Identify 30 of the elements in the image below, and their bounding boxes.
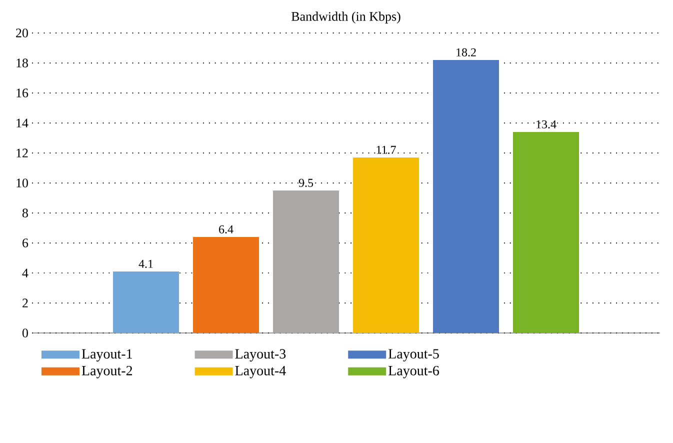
data-label: 11.7 xyxy=(376,146,396,154)
data-label: 18.2 xyxy=(456,48,476,56)
bar xyxy=(193,236,260,333)
y-tick-label: 12 xyxy=(16,148,28,158)
y-tick-label: 0 xyxy=(22,328,28,338)
data-label: 6.4 xyxy=(219,225,234,234)
data-label: 9.5 xyxy=(298,178,314,187)
legend-label: Layout-3 xyxy=(235,349,286,362)
data-label: 4.1 xyxy=(138,260,153,268)
bar xyxy=(513,132,580,333)
bar xyxy=(113,271,180,333)
y-tick-label: 20 xyxy=(16,28,28,38)
y-tick-label: 6 xyxy=(22,238,28,248)
y-tick-label: 2 xyxy=(22,298,28,308)
y-tick-label: 8 xyxy=(22,208,28,218)
legend-label: Layout-6 xyxy=(388,366,440,378)
bar xyxy=(433,60,500,333)
y-tick-label: 14 xyxy=(16,118,28,128)
bar xyxy=(273,190,340,333)
legend-label: Layout-5 xyxy=(388,349,439,362)
y-tick-label: 10 xyxy=(16,178,28,188)
chart-title: Bandwidth (in Kbps) xyxy=(291,12,400,24)
y-tick-label: 18 xyxy=(16,58,28,68)
y-tick-label: 4 xyxy=(22,268,28,278)
y-tick-label: 16 xyxy=(16,88,28,98)
legend-label: Layout-1 xyxy=(82,349,132,362)
bar xyxy=(353,157,420,333)
legend-label: Layout-4 xyxy=(235,366,286,378)
data-label: 13.4 xyxy=(536,120,556,128)
legend-label: Layout-2 xyxy=(82,366,132,378)
